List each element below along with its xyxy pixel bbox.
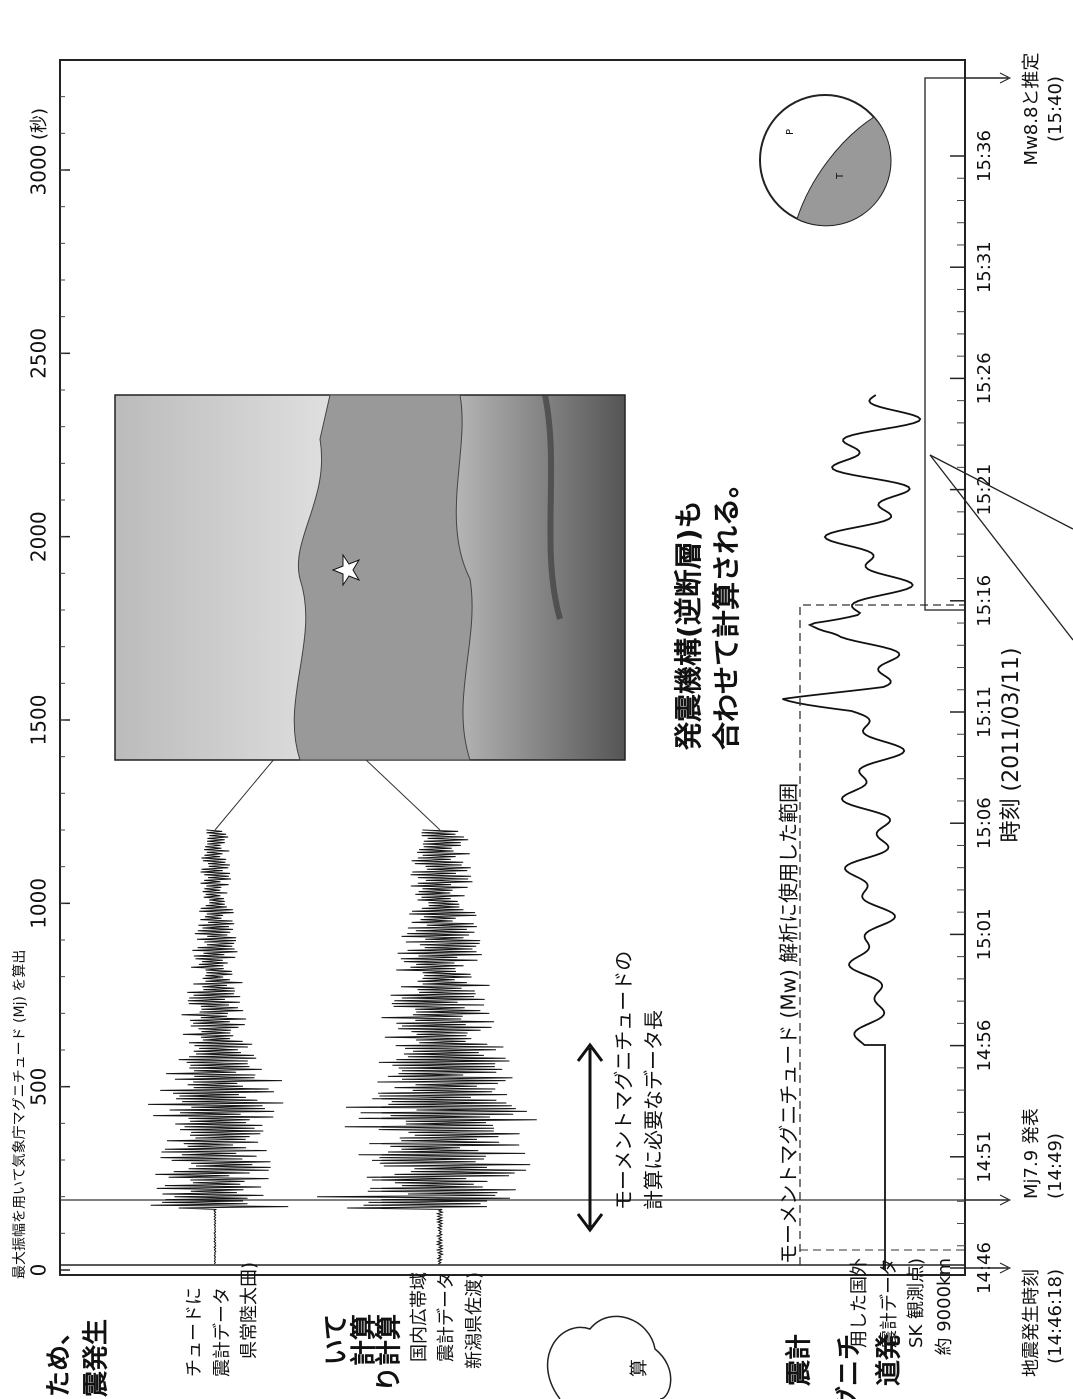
p-axis: P — [785, 129, 796, 135]
cloud — [547, 1315, 672, 1399]
side-text: 用した国外 — [849, 1258, 870, 1348]
side-text: ため、 — [45, 1319, 75, 1397]
time-tick-label: 15:11 — [974, 686, 995, 738]
time-tick-label: 15:26 — [974, 352, 995, 404]
time-axis-label: 時刻 (2011/03/11) — [999, 648, 1024, 843]
annotation: モーメントマグニチュード (Mw) 解析に使用した範囲 — [777, 783, 801, 1264]
side-text: 震計データ — [879, 1258, 900, 1348]
side-text: 算 — [629, 1359, 650, 1377]
connector — [929, 454, 1073, 530]
annotation: 計算に必要なデータ長 — [642, 1010, 666, 1210]
x-tick-label: 500 — [27, 1068, 51, 1106]
x-tick-label: 1000 — [27, 878, 51, 929]
event-time: (14:49) — [1045, 1133, 1066, 1199]
time-tick-label: 15:31 — [974, 241, 995, 293]
side-text: 震計データ — [436, 1272, 457, 1362]
event-label: 地震発生時刻 — [1021, 1269, 1042, 1377]
event-label: Mw8.8と推定 — [1021, 53, 1042, 166]
side-text: 震計データ — [212, 1287, 233, 1377]
annotation-bold: 合わせて計算される。 — [710, 470, 743, 750]
x-unit: (秒) — [29, 108, 50, 140]
map-trench — [542, 394, 563, 620]
time-tick-label: 15:21 — [974, 464, 995, 516]
side-text: 震発生 — [82, 1319, 112, 1397]
t-axis: T — [835, 172, 846, 180]
event-label: Mj7.9 発表 — [1021, 1108, 1042, 1199]
x-tick-label: 0 — [27, 1264, 51, 1277]
side-text: り計算 — [374, 1314, 405, 1392]
arrow-head — [999, 1194, 1012, 1206]
side-text: いて — [322, 1314, 352, 1365]
annotation: モーメントマグニチュードの — [612, 951, 636, 1210]
mw-trace — [782, 394, 922, 1270]
seismogram-trace — [148, 829, 289, 1265]
arrow-head — [999, 72, 1012, 84]
epicenter-star — [331, 553, 361, 587]
event-time: (15:40) — [1045, 76, 1066, 142]
side-text: 計算 — [349, 1314, 380, 1366]
x-tick-label: 2000 — [27, 511, 51, 562]
side-text: 震計 — [784, 1334, 815, 1386]
time-tick-label: 15:36 — [974, 130, 995, 182]
side-text: グニチ — [835, 1334, 865, 1399]
connector — [929, 454, 1073, 641]
label: 最大振幅を用いて気象庁マグニチュード (Mj) を算出 — [12, 950, 28, 1279]
arrow-head — [576, 1042, 604, 1233]
side-text: 道発 — [874, 1333, 905, 1386]
side-text: 国内広帯域 — [409, 1272, 430, 1362]
side-text: SK 観測点) — [906, 1258, 927, 1348]
mw-range-box — [799, 604, 965, 1265]
x-tick-label: 3000 — [27, 145, 51, 196]
side-text: 新潟県佐渡) — [464, 1272, 485, 1369]
time-tick-label: 15:06 — [974, 797, 995, 849]
event-time: (14:46:18) — [1045, 1269, 1066, 1364]
seismogram-trace — [317, 829, 537, 1265]
map-land — [293, 394, 473, 761]
side-text: チュードに — [184, 1287, 205, 1377]
time-tick-label: 15:01 — [974, 908, 995, 960]
annotation-bold: 発震機構(逆断層)も — [672, 500, 705, 751]
beach-ball-quadrant — [796, 116, 892, 227]
time-tick-label: 14:51 — [974, 1131, 995, 1183]
time-tick-label: 14:56 — [974, 1020, 995, 1072]
x-tick-label: 1500 — [27, 695, 51, 746]
x-tick-label: 2500 — [27, 328, 51, 379]
side-text: 県常陸太田) — [239, 1262, 260, 1359]
time-tick-label: 15:16 — [974, 575, 995, 627]
side-text: 約 9000km — [934, 1258, 955, 1356]
arrow-head — [999, 1262, 1012, 1274]
mw-result-box — [924, 77, 966, 611]
